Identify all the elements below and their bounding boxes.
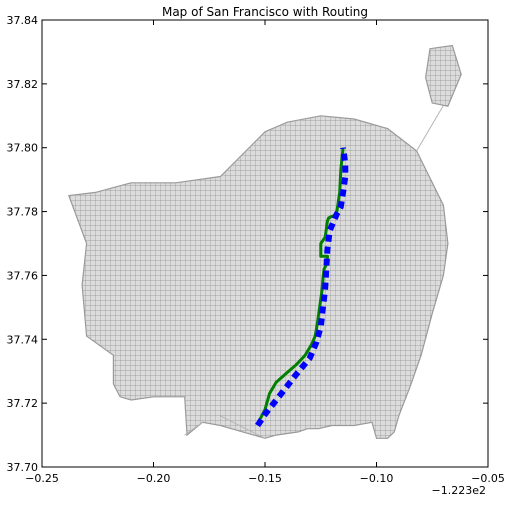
island-network — [424, 44, 462, 107]
y-tick-label: 37.80 — [7, 142, 39, 155]
y-tick-label: 37.84 — [7, 14, 39, 27]
y-tick-label: 37.82 — [7, 78, 39, 91]
x-axis: −0.25 −0.20 −0.15 −0.10 −0.05 — [25, 20, 505, 485]
street-network — [67, 115, 449, 439]
chart-title: Map of San Francisco with Routing — [162, 5, 368, 19]
x-offset-label: −1.223e2 — [432, 484, 486, 497]
network-connector-2 — [184, 421, 203, 436]
x-tick-label: −0.20 — [137, 472, 171, 485]
y-tick-label: 37.76 — [7, 269, 39, 282]
y-tick-label: 37.78 — [7, 206, 39, 219]
y-tick-label: 37.72 — [7, 397, 39, 410]
y-axis: 37.70 37.72 37.74 37.76 37.78 37.80 37.82 37.84 — [7, 14, 488, 474]
x-tick-label: −0.15 — [248, 472, 282, 485]
x-tick-label: −0.05 — [471, 472, 505, 485]
route-line-dashed — [255, 147, 349, 428]
x-tick-label: −0.25 — [25, 472, 59, 485]
y-tick-label: 37.70 — [7, 461, 39, 474]
y-tick-label: 37.74 — [7, 333, 39, 346]
plot-area — [67, 44, 462, 439]
network-connector-1 — [220, 415, 266, 439]
x-tick-label: −0.10 — [360, 472, 394, 485]
